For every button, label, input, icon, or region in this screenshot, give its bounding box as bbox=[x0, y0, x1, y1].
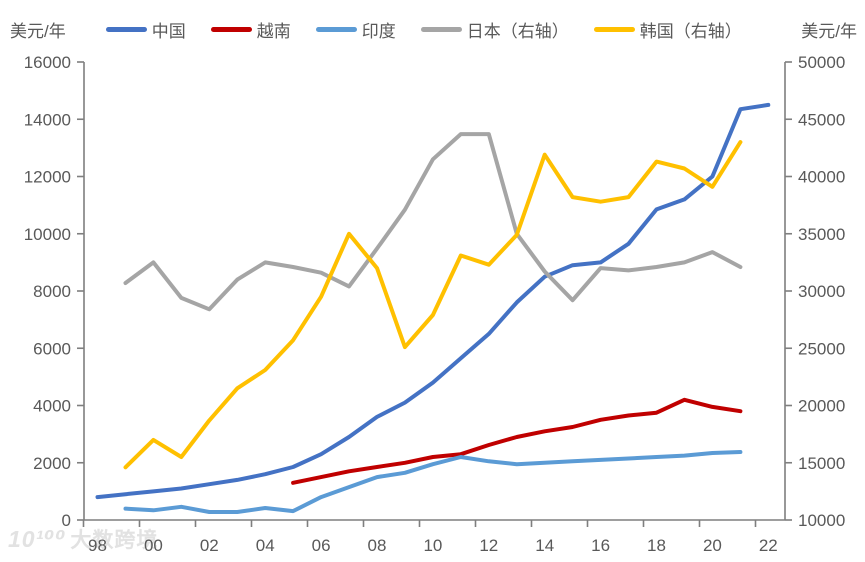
left-axis-tick-label: 16000 bbox=[24, 53, 71, 72]
series-line-india bbox=[123, 450, 743, 514]
right-axis-tick-label: 30000 bbox=[798, 282, 845, 301]
left-axis-tick-label: 12000 bbox=[24, 168, 71, 187]
legend-item-korea: 韩国（右轴） bbox=[593, 17, 742, 42]
legend-label-vietnam: 越南 bbox=[256, 21, 291, 41]
legend-label-korea: 韩国（右轴） bbox=[639, 21, 742, 41]
x-axis-tick-label: 08 bbox=[368, 536, 387, 555]
legend-item-japan: 日本（右轴） bbox=[420, 17, 569, 42]
legend: 中国 越南 印度 日本（右轴） 韩国（右轴） bbox=[105, 17, 742, 42]
left-axis-tick-label: 4000 bbox=[33, 397, 71, 416]
legend-swatch-china bbox=[105, 26, 147, 32]
series-line-korea bbox=[123, 140, 743, 470]
x-axis-tick-label: 98 bbox=[88, 536, 107, 555]
left-axis-tick-label: 6000 bbox=[33, 339, 71, 358]
legend-label-japan: 日本（右轴） bbox=[466, 21, 569, 41]
x-axis-tick-label: 22 bbox=[759, 536, 778, 555]
legend-label-india: 印度 bbox=[361, 21, 396, 41]
watermark-text: 大数跨境 bbox=[70, 529, 159, 552]
legend-swatch-korea bbox=[593, 26, 635, 32]
x-axis-tick-label: 18 bbox=[647, 536, 666, 555]
legend-swatch-vietnam bbox=[210, 26, 252, 32]
left-axis-title: 美元/年 bbox=[10, 21, 66, 41]
right-axis-tick-label: 10000 bbox=[798, 511, 845, 530]
legend-item-vietnam: 越南 bbox=[210, 17, 291, 42]
left-axis-tick-label: 8000 bbox=[33, 282, 71, 301]
right-axis-tick-label: 15000 bbox=[798, 454, 845, 473]
left-axis-tick-label: 10000 bbox=[24, 225, 71, 244]
left-axis-tick-label: 2000 bbox=[33, 454, 71, 473]
x-axis-tick-label: 20 bbox=[703, 536, 722, 555]
right-axis-tick-label: 35000 bbox=[798, 225, 845, 244]
series-line-japan bbox=[123, 132, 743, 312]
watermark: 10¹⁰⁰ 大数跨境 bbox=[8, 524, 158, 554]
x-axis-tick-label: 12 bbox=[479, 536, 498, 555]
legend-item-india: 印度 bbox=[315, 17, 396, 42]
left-axis-tick-label: 0 bbox=[62, 511, 71, 530]
right-axis-title: 美元/年 bbox=[801, 21, 857, 41]
watermark-logo-icon: 10¹⁰⁰ bbox=[8, 526, 67, 552]
right-axis-tick-label: 50000 bbox=[798, 53, 845, 72]
x-axis-tick-label: 00 bbox=[144, 536, 163, 555]
legend-swatch-japan bbox=[420, 26, 462, 32]
x-axis-tick-label: 06 bbox=[312, 536, 331, 555]
legend-item-china: 中国 bbox=[105, 17, 186, 42]
legend-swatch-india bbox=[315, 26, 357, 32]
legend-label-china: 中国 bbox=[151, 21, 186, 41]
x-axis-tick-label: 02 bbox=[200, 536, 219, 555]
series-line-vietnam bbox=[291, 397, 743, 485]
x-axis-tick-label: 10 bbox=[423, 536, 442, 555]
right-axis-tick-label: 40000 bbox=[798, 168, 845, 187]
x-axis-tick-label: 04 bbox=[256, 536, 275, 555]
right-axis-tick-label: 20000 bbox=[798, 397, 845, 416]
x-axis-tick-label: 16 bbox=[591, 536, 610, 555]
series-line-china bbox=[95, 102, 771, 500]
chart-header: 美元/年 中国 越南 印度 日本（右轴） 韩国（右轴） 美 bbox=[0, 14, 865, 44]
left-axis-tick-label: 14000 bbox=[24, 110, 71, 129]
x-axis-tick-label: 14 bbox=[535, 536, 554, 555]
right-axis-tick-label: 25000 bbox=[798, 339, 845, 358]
right-axis-tick-label: 45000 bbox=[798, 110, 845, 129]
